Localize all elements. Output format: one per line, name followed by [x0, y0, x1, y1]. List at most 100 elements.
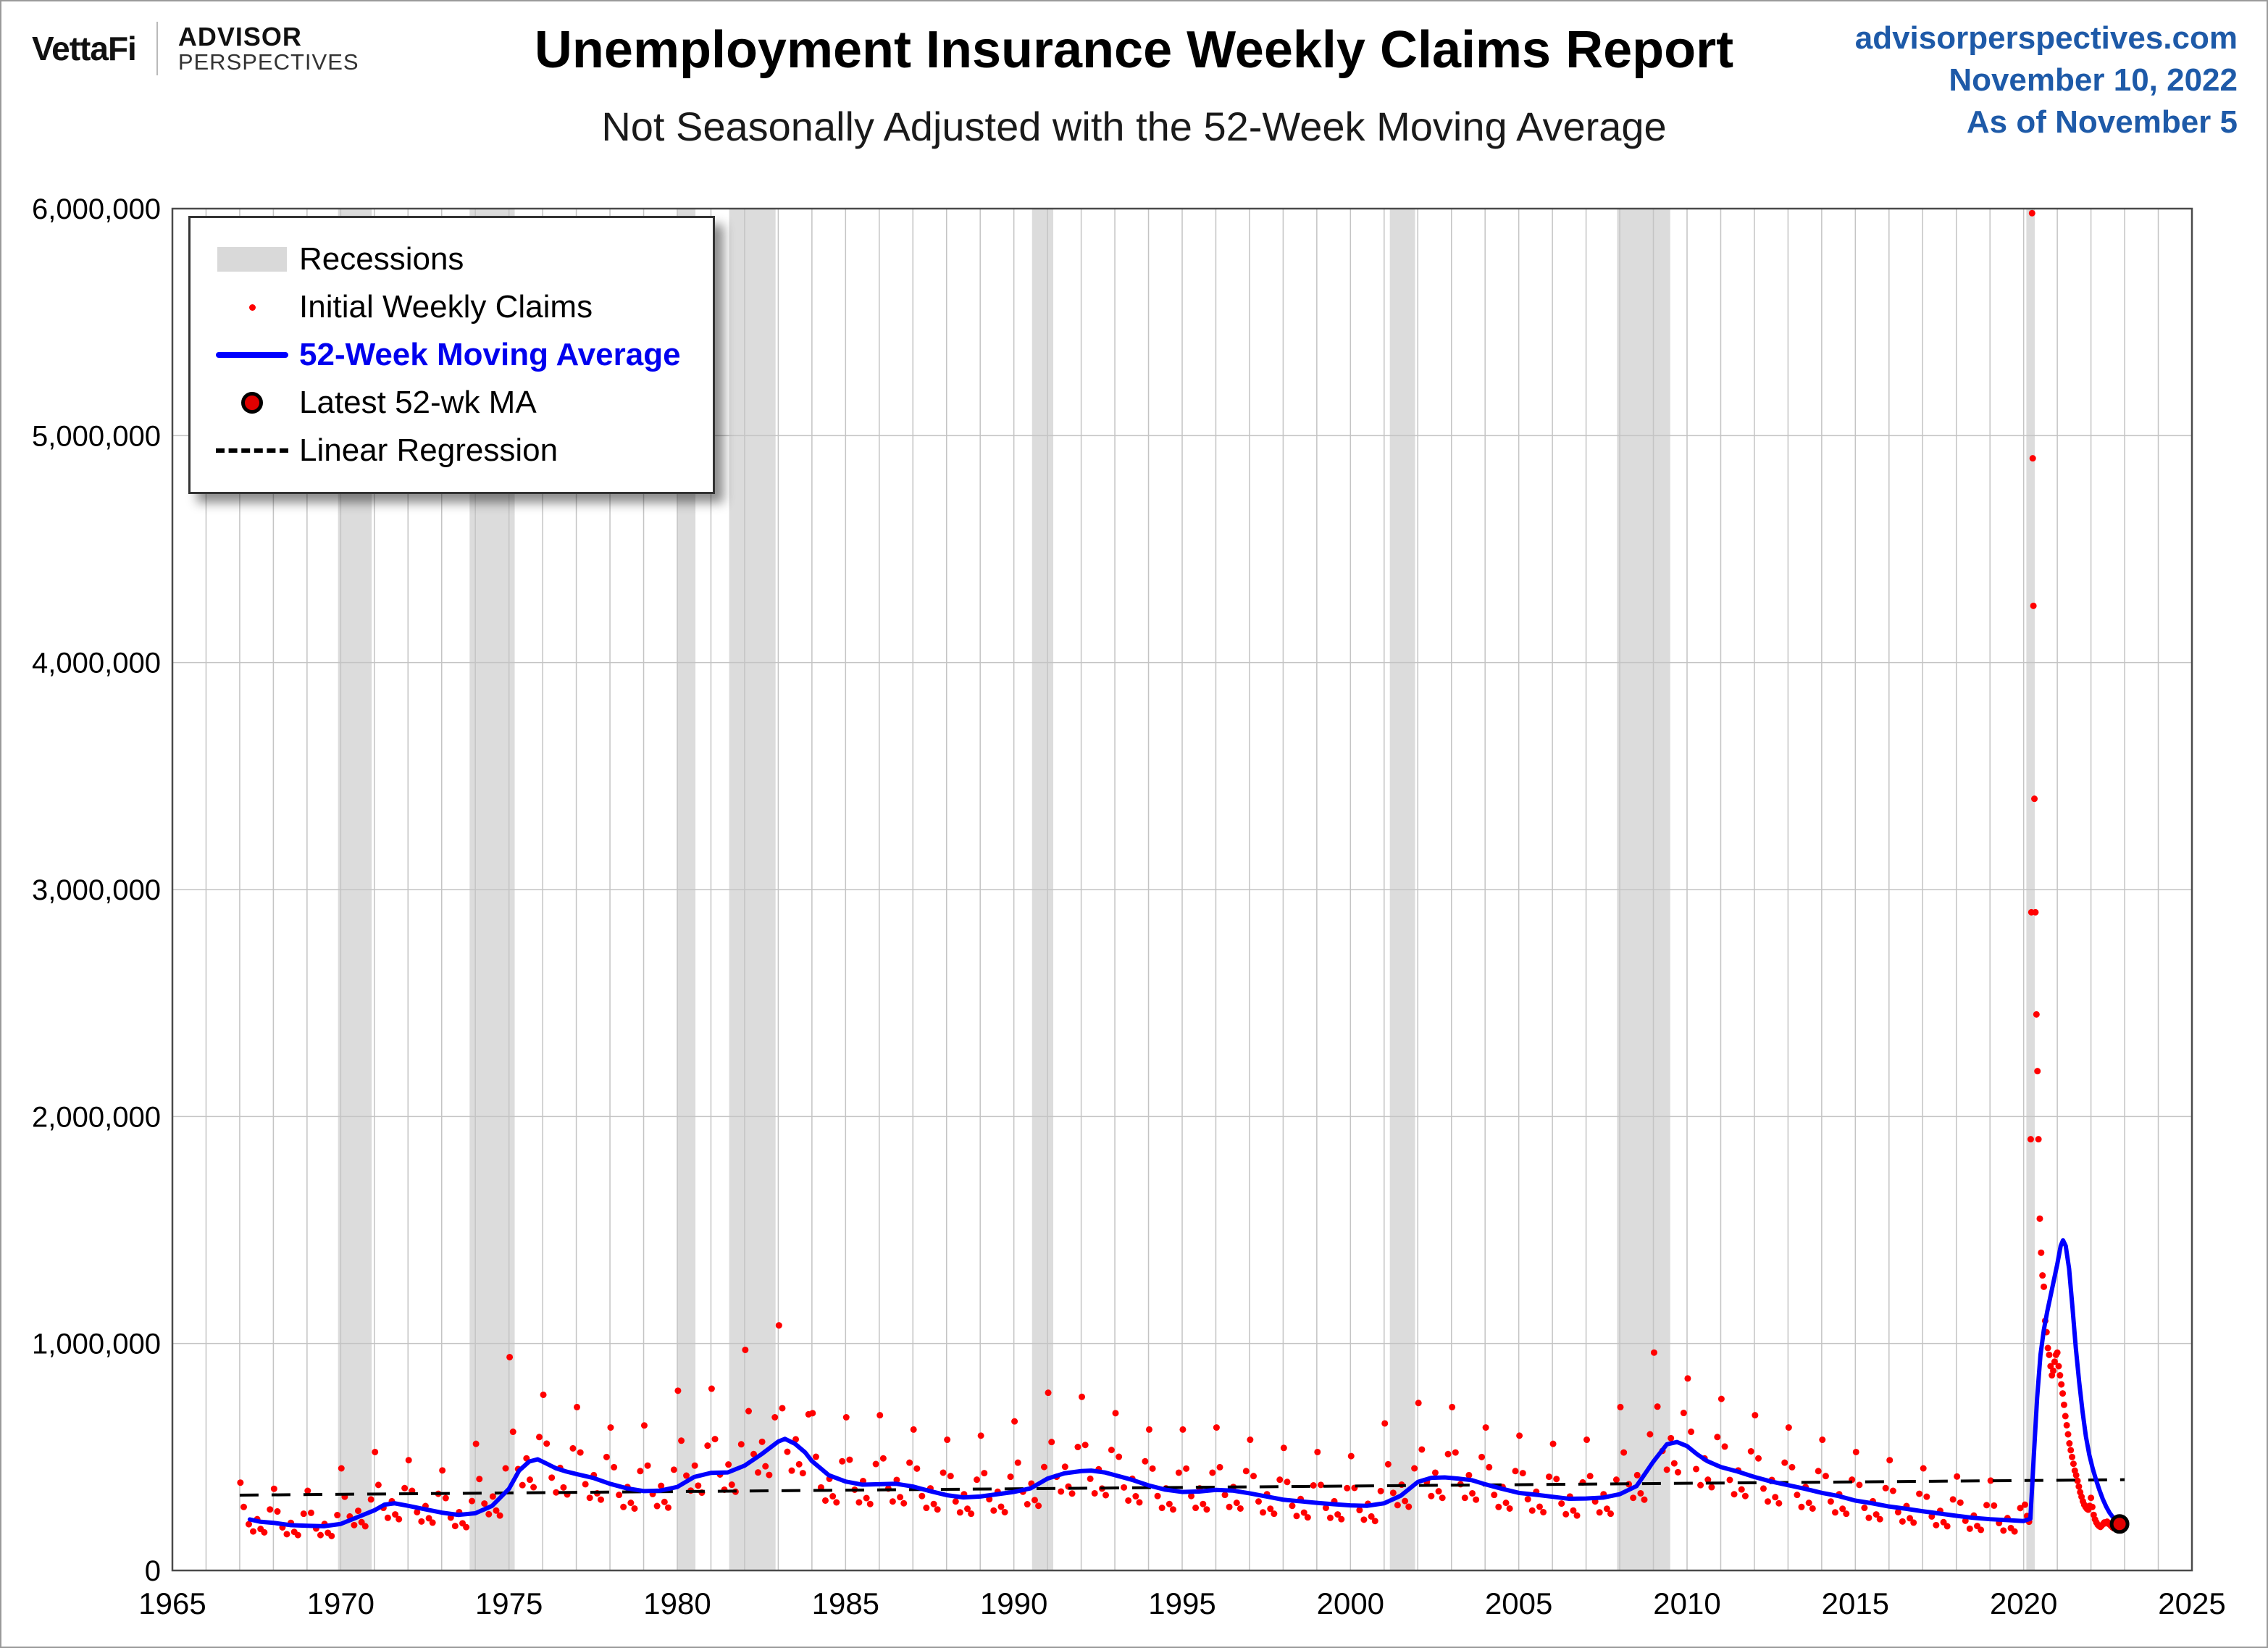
scatter-point [1132, 1493, 1139, 1500]
scatter-point [809, 1410, 816, 1417]
scatter-point [519, 1481, 526, 1489]
scatter-point [2067, 1447, 2075, 1454]
scatter-point [396, 1515, 403, 1523]
x-tick-label: 2020 [1990, 1586, 2057, 1620]
scatter-point [1154, 1492, 1161, 1499]
scatter-point [354, 1507, 361, 1515]
scatter-point [1856, 1481, 1863, 1489]
scatter-point [1983, 1502, 1991, 1509]
scatter-point [338, 1465, 345, 1472]
scatter-point [577, 1449, 584, 1456]
scatter-point [1415, 1400, 1422, 1407]
scatter-point [526, 1476, 533, 1484]
scatter-point [2058, 1381, 2065, 1388]
scatter-point [603, 1453, 610, 1460]
logo-block: VettaFi ADVISOR PERSPECTIVES [32, 22, 359, 75]
scatter-point [1255, 1498, 1262, 1505]
scatter-point [1040, 1463, 1047, 1471]
scatter-point [2032, 908, 2039, 916]
scatter-point [1663, 1466, 1670, 1473]
blue-line-icon [205, 352, 299, 358]
scatter-point [1637, 1489, 1644, 1497]
scatter-point [372, 1448, 379, 1455]
scatter-point [1145, 1426, 1152, 1433]
scatter-point [2064, 1431, 2072, 1438]
scatter-point [1612, 1476, 1620, 1484]
scatter-point [1081, 1442, 1089, 1449]
scatter-point [2036, 1215, 2043, 1222]
scatter-point [1074, 1444, 1081, 1451]
scatter-point [1300, 1509, 1307, 1516]
scatter-point [1368, 1513, 1375, 1520]
scatter-point [1179, 1426, 1187, 1433]
scatter-point [535, 1434, 543, 1441]
scatter-point [1633, 1471, 1641, 1478]
scatter-point [1136, 1499, 1143, 1506]
scatter-point [2063, 1421, 2070, 1429]
scatter-point [799, 1470, 806, 1477]
scatter-point [240, 1503, 248, 1510]
scatter-point [1882, 1484, 1889, 1492]
scatter-point [1035, 1502, 1042, 1510]
scatter-point [1360, 1516, 1368, 1523]
scatter-point [414, 1508, 421, 1515]
scatter-point [1809, 1505, 1816, 1512]
scatter-point [1684, 1375, 1691, 1382]
scatter-point [530, 1484, 537, 1491]
scatter-point [1943, 1523, 1951, 1530]
scatter-point [294, 1531, 301, 1539]
scatter-point [1203, 1506, 1210, 1513]
scatter-point [2030, 602, 2037, 609]
scatter-point [2033, 1011, 2040, 1018]
scatter-point [1708, 1484, 1715, 1491]
scatter-point [842, 1414, 850, 1421]
scatter-point [940, 1469, 947, 1476]
scatter-point [1310, 1482, 1317, 1489]
scatter-point [543, 1440, 551, 1447]
scatter-point [627, 1499, 635, 1507]
scatter-point [812, 1453, 819, 1460]
scatter-point [872, 1460, 879, 1468]
scatter-point [1465, 1471, 1473, 1478]
scatter-point [1843, 1510, 1850, 1518]
scatter-point [261, 1528, 268, 1536]
scatter-point [1482, 1424, 1489, 1431]
scatter-point [506, 1353, 514, 1360]
x-tick-label: 1990 [980, 1586, 1047, 1620]
scatter-point [1469, 1489, 1476, 1497]
scatter-point [405, 1457, 412, 1464]
scatter-point [1528, 1507, 1536, 1514]
scatter-point [307, 1509, 314, 1516]
scatter-point [2069, 1453, 2076, 1460]
scatter-point [678, 1437, 685, 1444]
scatter-point [2074, 1477, 2081, 1484]
scatter-point [766, 1471, 773, 1478]
scatter-point [1495, 1503, 1502, 1510]
scatter-point [1102, 1492, 1110, 1499]
scatter-point [1630, 1494, 1637, 1502]
scatter-point [1402, 1497, 1409, 1505]
scatter-point [833, 1499, 840, 1506]
scatter-point [1978, 1526, 1985, 1534]
scatter-point [1916, 1490, 1923, 1497]
scatter-point [1486, 1463, 1493, 1471]
scatter-point [1280, 1444, 1287, 1452]
scatter-point [1108, 1447, 1115, 1454]
scatter-point [2072, 1471, 2080, 1478]
scatter-point [442, 1494, 449, 1502]
scatter-point [1721, 1443, 1728, 1450]
scatter-point [1524, 1496, 1531, 1503]
scatter-point [1839, 1505, 1846, 1513]
scatter-point [1121, 1484, 1128, 1491]
scatter-point [1304, 1514, 1311, 1521]
scatter-point [1007, 1473, 1014, 1481]
scatter-point [1759, 1485, 1767, 1492]
scatter-point [1001, 1508, 1008, 1515]
scatter-point [653, 1502, 661, 1510]
scatter-point [496, 1512, 503, 1519]
scatter-point [1549, 1440, 1557, 1447]
scatter-point [863, 1494, 870, 1502]
scatter-point [1714, 1434, 1721, 1441]
scatter-point [1617, 1403, 1624, 1410]
scatter-point [401, 1484, 409, 1492]
